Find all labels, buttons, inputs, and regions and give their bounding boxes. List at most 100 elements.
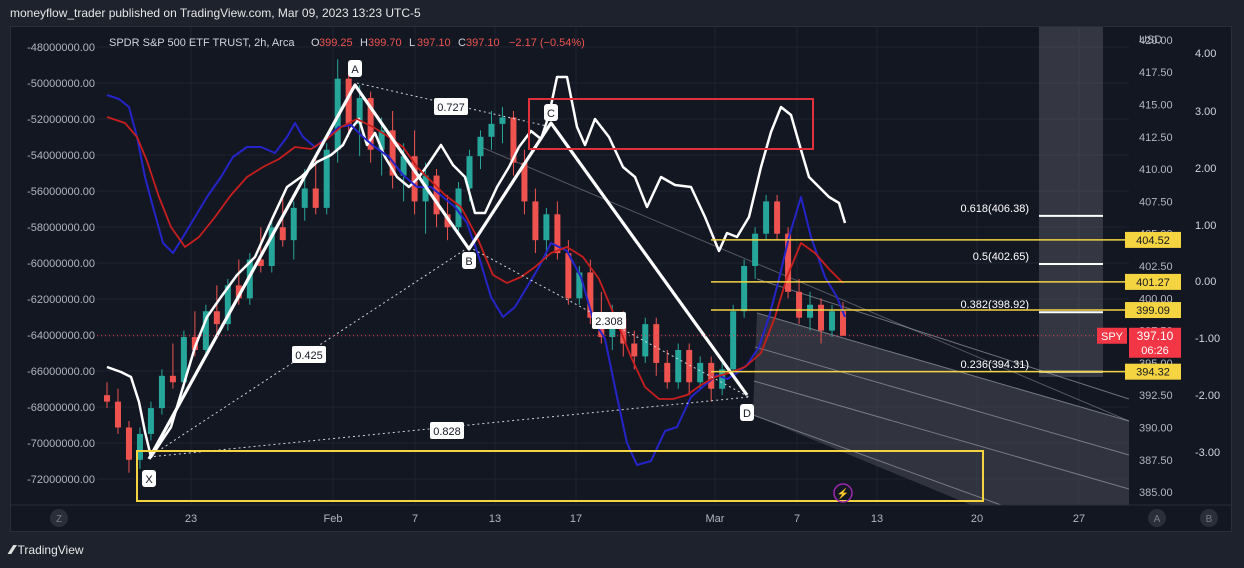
tradingview-logo-text: TradingView: [17, 542, 84, 557]
legend-o-label: O: [311, 37, 320, 49]
axis-z-button-label: Z: [56, 514, 62, 525]
candle: [136, 427, 143, 469]
spy-symbol-tag: [1097, 327, 1127, 344]
candle: [147, 401, 154, 441]
left-axis-tick: -60000000.00: [27, 258, 95, 270]
target-zone-box: [136, 450, 984, 502]
price-axis-tick: 407.50: [1139, 196, 1173, 208]
candle: [202, 304, 209, 357]
candle-body: [125, 427, 132, 460]
candle-body: [400, 156, 407, 176]
projection-zone: [1039, 27, 1103, 377]
left-axis-tick: -70000000.00: [27, 438, 95, 450]
candle: [104, 382, 110, 409]
channel-line: [753, 380, 1130, 490]
candle-body: [323, 149, 330, 208]
pattern-label-d-box: [740, 404, 754, 421]
resistance-box: [528, 98, 814, 150]
candle-body: [367, 98, 374, 150]
candle-body: [202, 311, 209, 350]
ratio-label-box: [292, 346, 326, 363]
x-axis-tick: 20: [971, 513, 983, 525]
candle: [774, 194, 781, 241]
legend-c-value: 397.10: [466, 37, 500, 49]
pattern-label-a: A: [351, 64, 359, 76]
osc-axis-tick: 3.00: [1195, 106, 1216, 118]
candle-body: [565, 253, 572, 299]
candle: [741, 259, 748, 318]
candle-body: [587, 272, 594, 318]
x-axis-tick: Feb: [324, 513, 343, 525]
channel-line: [756, 312, 1130, 422]
pattern-label-b-box: [462, 252, 476, 269]
candle-body: [554, 214, 561, 254]
candle: [279, 194, 286, 247]
candle-body: [433, 175, 440, 215]
candle: [268, 220, 275, 273]
candle: [642, 317, 649, 363]
tradingview-icon: ⁄⁄⁄: [10, 542, 14, 557]
candle-body: [752, 233, 759, 266]
legend-h-label: H: [360, 37, 368, 49]
pattern-label-c-box: [544, 104, 558, 121]
left-axis-tick: -68000000.00: [27, 402, 95, 414]
candle-body: [257, 259, 264, 266]
x-axis-tick: 17: [570, 513, 582, 525]
candle-body: [301, 188, 308, 208]
price-axis-tick: 420.00: [1139, 35, 1173, 47]
candle-body: [642, 324, 649, 357]
candle-body: [104, 395, 110, 402]
ratio-dotted-line: [356, 82, 552, 128]
candle: [169, 343, 176, 389]
chart-pane[interactable]: X A B C D 0.727 0.425 2.308 0.828 0.618(406.38) 0.…: [10, 26, 1232, 532]
candle-body: [840, 311, 846, 336]
candle-body: [763, 201, 770, 234]
candle: [158, 369, 165, 415]
axis-b-button-label: B: [1206, 514, 1213, 525]
x-axis-tick: 13: [489, 513, 501, 525]
price-chart[interactable]: X A B C D 0.727 0.425 2.308 0.828 0.618(406.38) 0.…: [11, 27, 1231, 531]
price-tag-text: 399.09: [1136, 305, 1170, 317]
candle-body: [389, 130, 396, 176]
candle: [510, 110, 517, 176]
candle: [213, 285, 220, 338]
left-axis-tick: -58000000.00: [27, 222, 95, 234]
price-axis-tick: 415.00: [1139, 100, 1173, 112]
candle: [290, 201, 297, 260]
symbol-legend: SPDR S&P 500 ETF TRUST, 2h, Arca: [109, 37, 295, 49]
candle: [521, 149, 528, 215]
candle: [367, 91, 374, 163]
left-axis-tick: -64000000.00: [27, 330, 95, 342]
candle: [719, 362, 726, 396]
candle: [312, 156, 319, 215]
candle-body: [455, 188, 462, 228]
candle: [114, 388, 121, 434]
candle-body: [532, 201, 539, 241]
price-axis-tick: 392.50: [1139, 390, 1173, 402]
current-price-text: 397.10: [1137, 329, 1174, 343]
candle: [455, 182, 462, 234]
candle-body: [411, 156, 418, 202]
candle: [686, 343, 693, 396]
candle-body: [290, 207, 297, 241]
legend-l-value: 397.10: [417, 37, 451, 49]
price-axis-tick: 390.00: [1139, 422, 1173, 434]
price-tag: [1125, 363, 1181, 380]
candle-body: [378, 130, 385, 150]
candle-body: [510, 117, 517, 163]
candle: [840, 302, 846, 336]
candle-body: [719, 369, 726, 389]
candle-body: [576, 272, 583, 299]
ratio-label: 0.727: [437, 102, 465, 114]
pattern-label-b: B: [465, 256, 472, 268]
candle: [180, 330, 187, 389]
candle-body: [158, 375, 165, 409]
legend-change: −2.17 (−0.54%): [509, 37, 585, 49]
channel-top-line: [480, 146, 1130, 422]
pattern-label-x: X: [145, 474, 153, 486]
channel-line: [754, 346, 1130, 456]
candle: [125, 421, 132, 473]
candle: [796, 278, 803, 325]
left-axis-tick: -52000000.00: [27, 114, 95, 126]
price-axis-tick: 410.00: [1139, 164, 1173, 176]
